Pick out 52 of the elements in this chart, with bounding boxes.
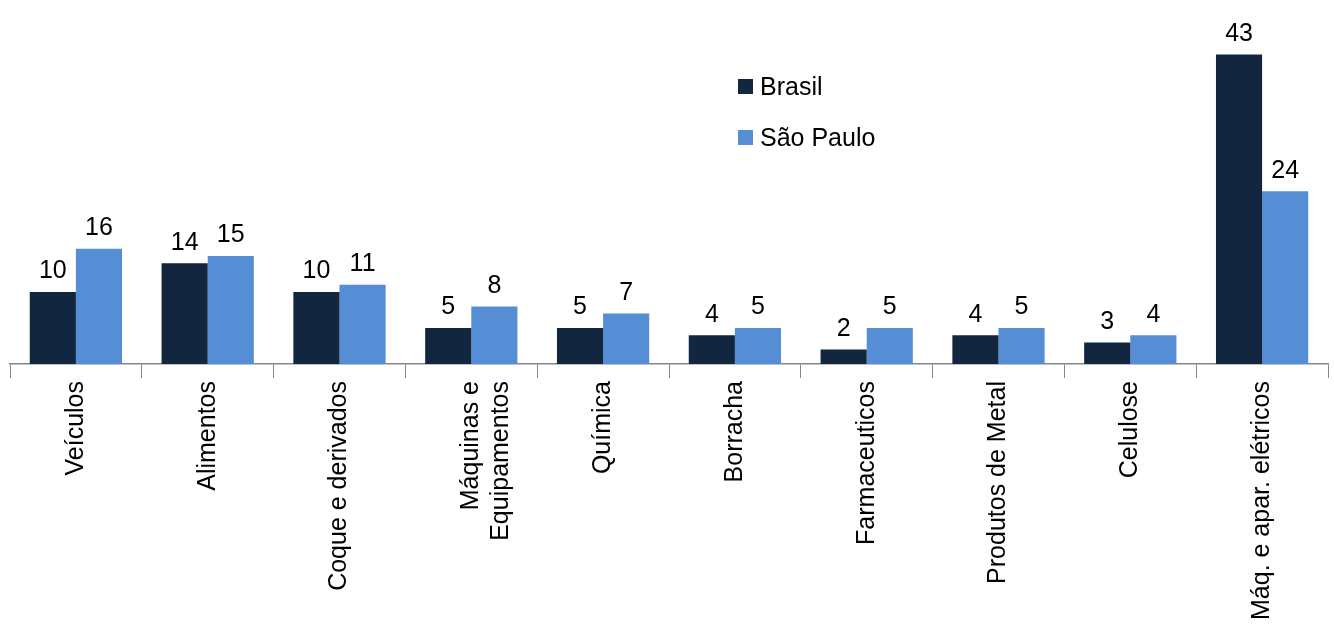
bar [339,284,386,364]
x-tick-label: Veículos [59,380,88,476]
x-tick-label: Coque e derivados [323,380,352,591]
x-tick-label: Farmaceuticos [850,380,879,545]
bar [293,291,340,364]
x-tick-label: Máq. e apar. elétricos [1245,380,1274,620]
bar [1215,54,1263,364]
x-tick-label: Máquinas e Equipamentos [455,380,514,541]
data-label: 4 [704,298,719,327]
data-label: 43 [1225,17,1253,46]
bar [1262,191,1309,364]
data-label: 3 [1100,305,1115,334]
bar [556,327,604,364]
data-label: 15 [216,219,245,248]
data-label: 14 [170,226,199,255]
x-tick-label: Borracha [718,380,747,483]
x-tick-label: Celulose [1114,380,1143,479]
x-tick-label: Química [586,380,615,475]
bar [161,263,208,364]
x-tick-label: Produtos de Metal [982,380,1011,584]
data-label: 10 [302,255,331,284]
data-label: 7 [619,276,634,305]
data-label: 2 [836,312,851,341]
bar [952,335,999,364]
data-label: 24 [1271,154,1300,183]
data-label: 10 [38,255,67,284]
bar [207,255,254,364]
data-label: 5 [441,291,456,320]
data-label: 4 [1146,298,1161,327]
data-label: 4 [968,298,983,327]
bar [425,327,472,364]
legend-label: São Paulo [760,122,876,152]
bar [866,327,913,364]
bar [603,313,650,364]
bar [688,335,735,364]
data-label: 11 [349,248,376,277]
bar [820,349,867,364]
bar [29,291,76,364]
x-tick-label: Alimentos [191,380,220,491]
bar [1084,342,1131,364]
data-label: 5 [573,291,587,320]
bar [1130,335,1177,364]
data-label: 5 [882,291,897,320]
bar [75,248,123,364]
data-label: 5 [1014,291,1029,320]
data-label: 5 [751,291,765,320]
bar [734,327,782,364]
legend-label: Brasil [760,71,823,101]
data-label: 8 [487,269,502,298]
data-label: 16 [85,212,113,241]
bar [471,306,518,364]
bar [998,327,1045,364]
